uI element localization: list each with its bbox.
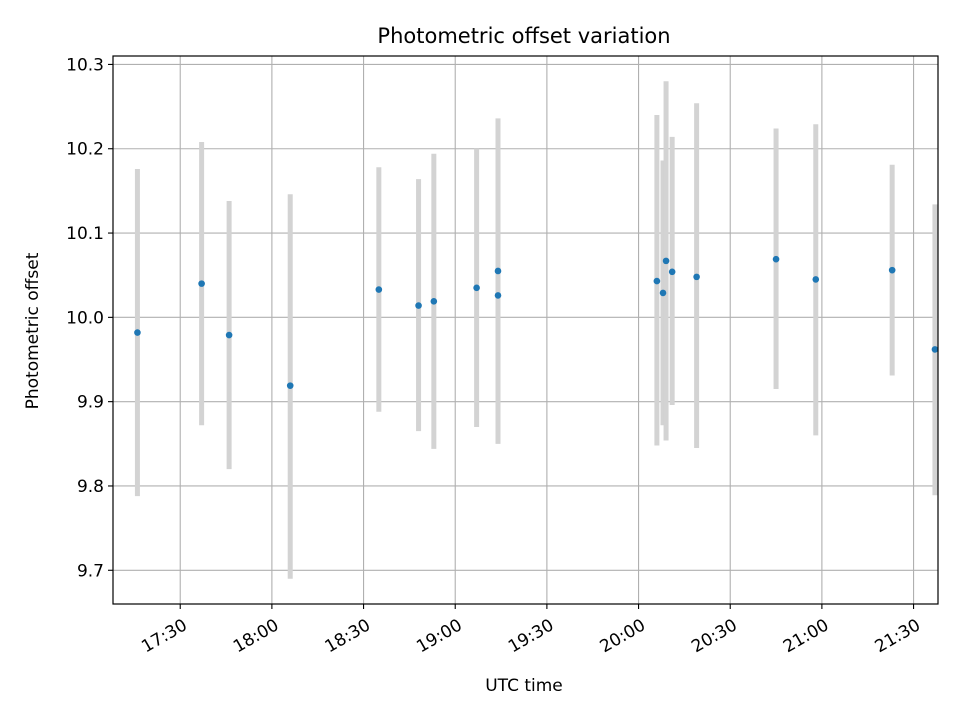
data-point: [659, 289, 667, 297]
data-point: [375, 286, 383, 293]
y-tick-label: 9.9: [77, 393, 104, 413]
data-point: [662, 257, 670, 265]
data-point: [931, 346, 939, 353]
data-point: [668, 268, 676, 276]
y-tick-label: 9.8: [77, 477, 104, 497]
y-axis-ticks: 9.7 9.8 9.9 10.0 10.1 10.2 10.3: [66, 55, 113, 581]
data-point: [225, 331, 233, 339]
y-tick-label: 9.7: [77, 561, 104, 581]
data-point: [812, 276, 820, 283]
y-tick-label: 10.3: [66, 55, 104, 75]
chart-title: Photometric offset variation: [377, 24, 670, 48]
data-point: [473, 284, 480, 292]
data-point: [693, 273, 700, 281]
data-points: [134, 255, 939, 389]
data-point: [430, 298, 438, 305]
data-point: [888, 266, 896, 274]
data-point: [494, 292, 502, 299]
data-point: [415, 302, 422, 309]
y-tick-label: 10.1: [66, 224, 104, 244]
data-point: [198, 280, 205, 287]
plot-frame: [112, 55, 939, 605]
y-axis-label: Photometric offset: [23, 252, 43, 409]
data-point: [772, 255, 780, 263]
grid: [113, 56, 938, 604]
data-point: [134, 329, 141, 336]
y-tick-label: 10.0: [66, 308, 104, 328]
data-point: [653, 277, 661, 285]
data-point: [494, 267, 502, 275]
x-axis-label: UTC time: [485, 676, 563, 696]
y-tick-label: 10.2: [66, 140, 104, 160]
data-point: [286, 382, 294, 389]
